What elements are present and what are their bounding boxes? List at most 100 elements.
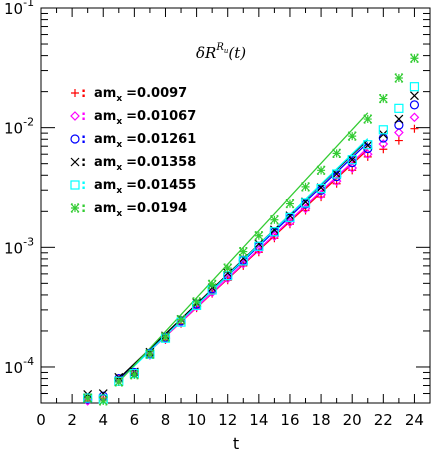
data-point: [145, 349, 155, 359]
legend-colon: :: [81, 201, 86, 216]
data-point: [238, 247, 248, 257]
data-point: [394, 120, 404, 130]
x-tick-label: 22: [374, 411, 393, 429]
data-point: [378, 125, 388, 135]
data-point: [410, 124, 419, 133]
data-point: [347, 163, 358, 173]
data-point: [410, 91, 419, 101]
data-point: [394, 136, 403, 145]
legend-label: amx =0.01358: [94, 155, 196, 173]
x-axis-title: t: [233, 434, 239, 453]
legend-colon: :: [81, 86, 86, 101]
data-point: [347, 131, 357, 141]
x-tick-label: 6: [130, 411, 140, 429]
data-point: [410, 53, 419, 63]
legend-label: amx =0.01455: [94, 178, 196, 196]
x-axis: 0 2 4 6 8 10 12 14 16 18 20 22 24: [36, 8, 431, 429]
data-point: [378, 93, 388, 104]
data-point: [332, 169, 342, 179]
data-point: [409, 82, 420, 92]
data-point: [332, 148, 342, 158]
data-point: [223, 263, 233, 273]
data-point: [222, 273, 233, 284]
data-point: [363, 114, 373, 124]
legend-label: amx =0.0097: [94, 86, 187, 104]
data-point: [254, 239, 264, 249]
data-point: [363, 140, 373, 150]
data-point: [253, 245, 264, 255]
data-point: [394, 127, 404, 138]
x-tick-label: 10: [187, 411, 206, 429]
data-point: [269, 215, 279, 225]
data-point: [394, 73, 404, 83]
legend-entry-1: : amx =0.01067: [70, 109, 196, 127]
legend-label: amx =0.01067: [94, 109, 196, 127]
legend-colon: :: [81, 109, 86, 124]
data-point: [254, 248, 263, 257]
data-point: [347, 155, 357, 165]
series-4: [83, 82, 420, 404]
data-point: [98, 396, 108, 406]
x-tick-label: 8: [161, 411, 171, 429]
x-tick-label: 4: [98, 411, 108, 429]
legend-marker: [70, 134, 80, 144]
data-point: [82, 396, 93, 406]
y-tick-label: 10-1: [4, 0, 34, 18]
data-point: [269, 227, 279, 237]
x-tick-label: 2: [67, 411, 77, 429]
data-point: [238, 258, 249, 269]
legend-label: amx =0.01261: [94, 132, 196, 150]
data-point: [207, 279, 217, 289]
x-tick-label: 14: [249, 411, 268, 429]
legend-label: amx =0.0194: [94, 201, 187, 219]
data-point: [176, 315, 186, 325]
x-tick-label: 0: [36, 411, 46, 429]
data-point: [254, 231, 264, 241]
data-point: [114, 377, 124, 387]
legend-marker: [70, 203, 80, 213]
y-tick-label: 10-4: [4, 355, 34, 377]
data-point: [285, 198, 295, 209]
data-point: [83, 393, 93, 403]
legend-entry-4: : amx =0.01455: [70, 178, 196, 196]
x-tick-label: 12: [218, 411, 237, 429]
legend-marker: [70, 180, 80, 190]
legend-colon: :: [81, 178, 86, 193]
x-tick-label: 18: [312, 411, 331, 429]
data-point: [394, 103, 404, 113]
data-point: [363, 152, 372, 161]
legend: : amx =0.0097: amx =0.01067: amx =0.01261: amx =…: [70, 86, 196, 219]
fit-lines: [118, 112, 369, 383]
data-point: [254, 241, 264, 251]
data-point: [378, 139, 389, 149]
y-axis: 10-1 10-2 10-3 10-4: [4, 0, 430, 404]
data-point: [316, 165, 326, 175]
data-point: [129, 370, 139, 380]
series-5: [83, 53, 419, 406]
plot-frame: [40, 7, 431, 404]
legend-marker: [70, 111, 80, 121]
data-point: [316, 183, 326, 194]
data-point: [394, 114, 404, 124]
legend-entry-3: : amx =0.01358: [70, 155, 196, 173]
data-point: [348, 166, 357, 175]
data-point: [363, 141, 373, 150]
legend-entry-2: : amx =0.01261: [70, 132, 196, 150]
x-tick-label: 20: [343, 411, 362, 429]
data-point: [362, 149, 373, 160]
data-point: [98, 389, 108, 398]
y-tick-label: 10-2: [4, 116, 34, 138]
data-point: [300, 198, 311, 208]
data-point: [347, 155, 357, 165]
legend-entry-0: : amx =0.0097: [71, 86, 187, 104]
chart-title: δRRu(t): [196, 42, 246, 62]
legend-marker: [70, 157, 80, 167]
data-point: [301, 182, 310, 192]
data-point: [379, 145, 388, 154]
data-points: [82, 53, 420, 406]
data-point: [161, 332, 170, 342]
x-tick-label: 24: [405, 411, 424, 429]
data-point: [285, 212, 295, 222]
legend-marker: [71, 89, 79, 97]
